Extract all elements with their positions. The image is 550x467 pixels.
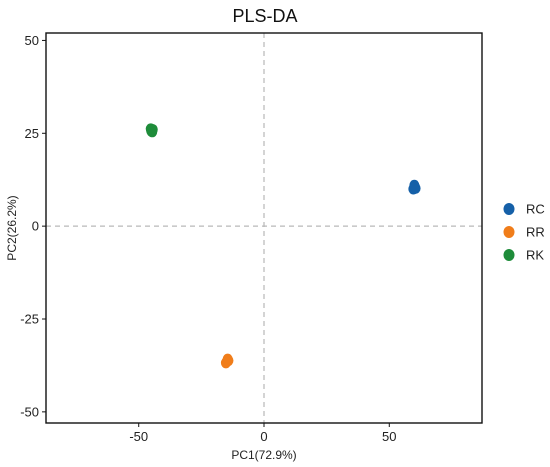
- plot-area: [46, 33, 482, 423]
- point-rk: [147, 124, 158, 136]
- legend-label-rk: RK: [526, 248, 544, 263]
- chart-title: PLS-DA: [232, 6, 297, 26]
- y-tick-label: -50: [20, 404, 39, 419]
- y-tick-label: -25: [20, 312, 39, 327]
- axes: -50 0 50 50 25 0 -25 -50: [20, 32, 483, 444]
- point-rr: [223, 355, 234, 367]
- legend-marker-rr: [503, 226, 515, 238]
- x-tick-label: -50: [129, 429, 148, 444]
- legend-marker-rc: [503, 203, 515, 215]
- y-tick-label: 25: [25, 126, 39, 141]
- y-tick-label: 0: [32, 219, 39, 234]
- legend-label-rc: RC: [526, 202, 545, 217]
- legend-label-rr: RR: [526, 225, 545, 240]
- y-axis-label: PC2(26.2%): [5, 195, 19, 260]
- point-rc: [409, 181, 420, 193]
- x-tick-label: 50: [382, 429, 396, 444]
- y-tick-label: 50: [25, 33, 39, 48]
- x-tick-label: 0: [260, 429, 267, 444]
- legend-marker-rk: [503, 249, 515, 261]
- legend: RC RR RK: [503, 202, 545, 263]
- x-axis-label: PC1(72.9%): [231, 448, 296, 462]
